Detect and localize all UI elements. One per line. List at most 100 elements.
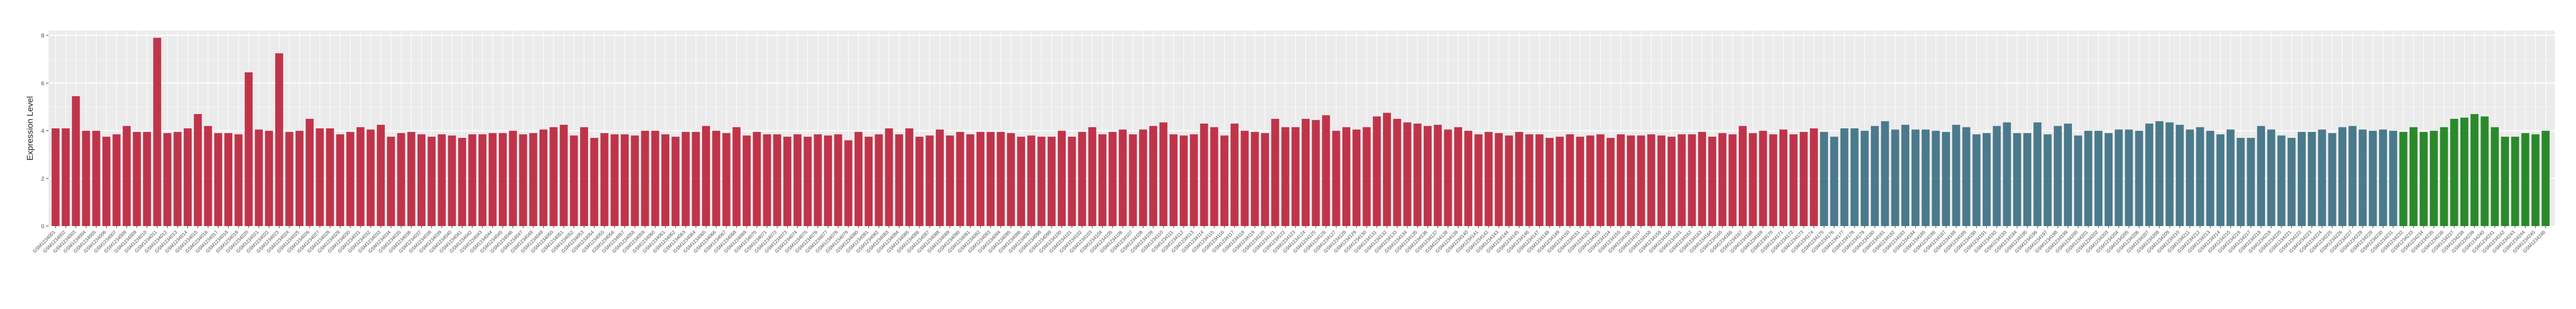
bar	[2064, 123, 2072, 226]
bar	[397, 133, 405, 226]
bar	[1769, 134, 1777, 226]
bar	[1952, 125, 1961, 226]
bar	[1302, 118, 1310, 226]
bar	[2541, 130, 2550, 226]
bar	[1668, 136, 1676, 226]
bar	[92, 130, 100, 226]
bar	[458, 138, 466, 226]
bar	[1759, 130, 1767, 226]
bar	[1078, 132, 1086, 226]
bar	[2237, 138, 2245, 226]
bar	[1322, 115, 1330, 226]
bar	[1688, 134, 1696, 226]
bar	[417, 134, 425, 226]
bar	[428, 136, 436, 226]
bar	[224, 133, 233, 226]
bar	[2186, 129, 2194, 226]
y-axis-ticks: 0 2 4 6 8	[41, 33, 49, 230]
bar	[2175, 125, 2184, 226]
bar	[1535, 134, 1543, 226]
bar	[600, 133, 609, 226]
bar	[184, 128, 192, 226]
bar	[1891, 129, 1899, 226]
bar	[1393, 118, 1401, 226]
bar	[722, 133, 731, 226]
bar	[1342, 127, 1351, 226]
bar	[743, 135, 751, 226]
bar	[1007, 133, 1015, 226]
bar	[1789, 134, 1798, 226]
bar	[2470, 114, 2479, 226]
bar	[1616, 134, 1625, 226]
bar	[316, 128, 324, 226]
x-axis-ticks: GSM1234001GSM1234002GSM1234003GSM1234004…	[32, 226, 2546, 254]
bar	[234, 134, 243, 226]
bar	[1271, 118, 1280, 226]
bar	[1210, 127, 1218, 226]
bar	[925, 135, 934, 226]
bar	[1728, 134, 1737, 226]
bar	[620, 134, 629, 226]
bar	[204, 126, 212, 226]
bar	[346, 132, 355, 226]
bar	[803, 136, 812, 226]
bar	[1037, 136, 1046, 226]
bar	[82, 130, 90, 226]
bar	[1881, 121, 1889, 226]
bar	[1220, 135, 1228, 226]
bar	[1149, 126, 1158, 226]
bar	[306, 118, 314, 226]
bar	[763, 134, 771, 226]
bar	[1047, 136, 1056, 226]
bar	[2460, 117, 2468, 226]
bar	[681, 132, 690, 226]
bar	[885, 128, 893, 226]
bar	[438, 134, 446, 226]
bar	[2531, 134, 2540, 226]
bar	[1871, 126, 1879, 226]
bar	[539, 129, 547, 226]
bar	[2348, 126, 2357, 226]
bar	[651, 130, 659, 226]
bar	[1109, 132, 1117, 226]
y-tick-label: 0	[41, 223, 44, 230]
bar	[51, 128, 60, 226]
bar	[1159, 122, 1168, 226]
bar	[1434, 125, 1442, 226]
bar	[1413, 123, 1422, 226]
bar	[1850, 128, 1859, 226]
bar	[2399, 132, 2408, 226]
bar	[336, 134, 344, 226]
bar	[2003, 122, 2011, 226]
bar	[376, 125, 385, 226]
bar	[1088, 127, 1096, 226]
bar	[580, 127, 588, 226]
bar	[2013, 133, 2021, 226]
bar	[2053, 126, 2062, 226]
bar	[966, 134, 974, 226]
bar	[1281, 127, 1290, 226]
bar	[2501, 136, 2509, 226]
bar	[793, 134, 802, 226]
bar	[2206, 130, 2214, 226]
bar	[753, 132, 761, 226]
bar	[153, 38, 162, 226]
bar	[1494, 133, 1503, 226]
bar	[1251, 132, 1259, 226]
bar	[132, 132, 141, 226]
bar	[1017, 136, 1025, 226]
bar	[112, 134, 121, 226]
bar	[1779, 129, 1787, 226]
y-tick-label: 4	[41, 128, 44, 135]
bar	[1678, 134, 1686, 226]
bar	[2155, 121, 2164, 226]
bar	[2419, 132, 2428, 226]
bar	[1546, 138, 1554, 226]
bar	[2216, 134, 2224, 226]
bar	[2105, 133, 2113, 226]
bar	[1921, 129, 1930, 226]
bar	[702, 126, 711, 226]
bar	[2318, 129, 2326, 226]
bar	[1057, 130, 1066, 226]
